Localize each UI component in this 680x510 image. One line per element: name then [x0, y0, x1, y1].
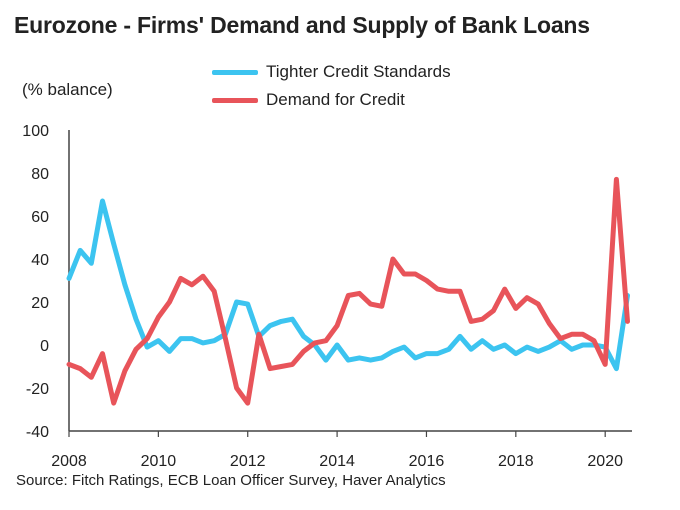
- series-line-tighter-credit-standards: [66, 198, 630, 372]
- y-tick-label: 60: [31, 209, 49, 226]
- y-tick-label: 0: [40, 338, 49, 355]
- x-tick-label: 2014: [319, 453, 355, 470]
- legend-item-tighter-credit: Tighter Credit Standards: [212, 58, 451, 86]
- legend: Tighter Credit Standards Demand for Cred…: [212, 58, 451, 114]
- chart-title: Eurozone - Firms' Demand and Supply of B…: [14, 12, 590, 38]
- plot-area: [66, 176, 630, 406]
- x-tick-label: 2008: [51, 453, 87, 470]
- x-tick-label: 2018: [498, 453, 534, 470]
- legend-swatch-tighter-credit: [212, 69, 258, 75]
- x-tick-label: 2020: [587, 453, 623, 470]
- y-tick-label: -20: [26, 381, 49, 398]
- y-tick-label: 20: [31, 295, 49, 312]
- legend-item-demand-credit: Demand for Credit: [212, 86, 451, 114]
- y-tick-label: -40: [26, 424, 49, 441]
- y-tick-label: 80: [31, 166, 49, 183]
- x-axis: 2008 2010 2012 2014 2016 2018 2020: [51, 430, 632, 470]
- y-tick-label: 100: [22, 123, 49, 140]
- y-axis: 100 80 60 40 20 0 -20 -40: [22, 123, 70, 441]
- source-note: Source: Fitch Ratings, ECB Loan Officer …: [16, 472, 446, 489]
- x-tick-label: 2010: [141, 453, 177, 470]
- series-line-demand-for-credit: [66, 176, 630, 406]
- x-tick-label: 2016: [409, 453, 445, 470]
- x-tick-label: 2012: [230, 453, 266, 470]
- legend-label-demand-credit: Demand for Credit: [266, 90, 405, 109]
- legend-swatch-demand-credit: [212, 97, 258, 103]
- y-axis-unit-label: (% balance): [22, 80, 113, 99]
- legend-label-tighter-credit: Tighter Credit Standards: [266, 62, 451, 81]
- y-tick-label: 40: [31, 252, 49, 269]
